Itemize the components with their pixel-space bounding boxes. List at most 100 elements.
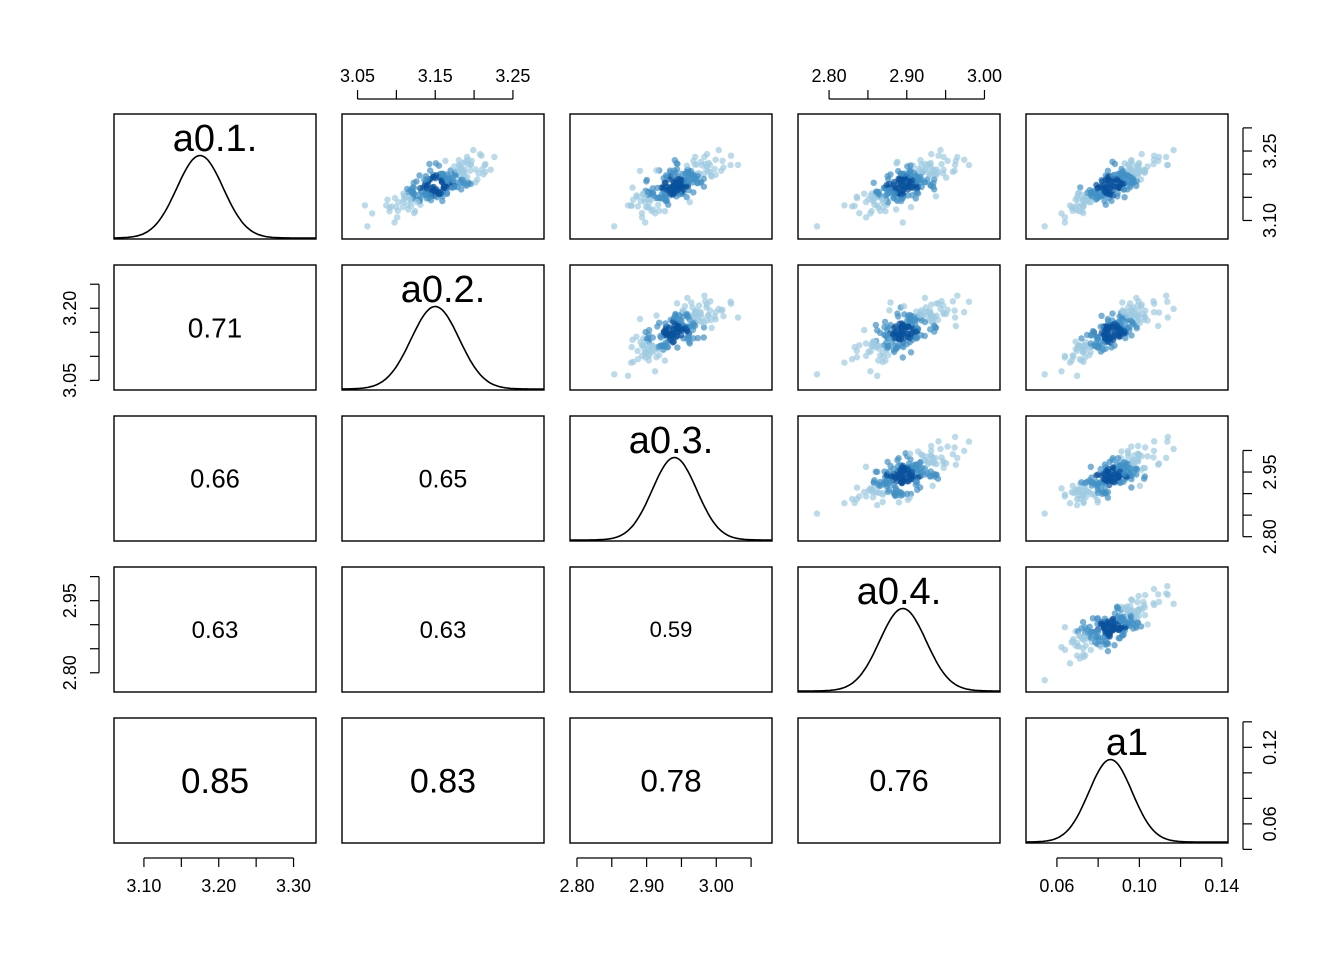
scatter-point xyxy=(675,186,682,193)
scatter-point xyxy=(1134,316,1142,324)
scatter-point xyxy=(1115,184,1122,191)
scatter-point xyxy=(657,334,665,341)
scatter-point xyxy=(912,334,919,341)
scatter-point xyxy=(688,171,695,178)
scatter-point xyxy=(1111,642,1118,649)
scatter-point xyxy=(940,302,947,309)
scatter-point xyxy=(669,325,676,332)
scatter-point xyxy=(1127,312,1134,319)
scatter-point xyxy=(1151,601,1158,609)
scatter-point xyxy=(1127,177,1134,184)
scatter-point xyxy=(1150,309,1158,316)
scatter-point xyxy=(690,189,697,196)
panel-2-4 xyxy=(1025,415,1229,542)
scatter-point xyxy=(459,177,467,184)
scatter-point xyxy=(908,177,915,184)
scatter-point xyxy=(1155,322,1162,330)
scatter-point xyxy=(1061,354,1069,361)
scatter-point xyxy=(451,183,458,191)
scatter-point xyxy=(720,313,727,320)
scatter-point xyxy=(884,173,891,180)
scatter-point xyxy=(1170,305,1177,312)
scatter-point xyxy=(707,172,715,179)
scatter-point xyxy=(1098,312,1105,319)
panel-4-2: 0.78 xyxy=(569,717,773,844)
scatter-point xyxy=(693,309,700,316)
scatter-point xyxy=(952,461,959,468)
scatter-point xyxy=(1155,598,1163,606)
scatter-point xyxy=(1121,328,1128,335)
tick-label: 3.00 xyxy=(699,876,734,896)
scatter-point xyxy=(895,175,902,182)
scatter-point xyxy=(940,153,947,161)
scatter-point xyxy=(643,335,650,343)
scatter-point xyxy=(914,448,922,455)
scatter-point xyxy=(853,354,861,361)
panel-0-4 xyxy=(1025,113,1229,240)
scatter-point xyxy=(893,196,900,203)
scatter-point xyxy=(1093,615,1101,623)
scatter-point xyxy=(476,150,484,158)
scatter-point xyxy=(937,146,944,154)
scatter-point xyxy=(655,207,663,214)
scatter-point xyxy=(904,323,912,330)
scatter-point xyxy=(712,171,719,179)
scatter-point xyxy=(674,178,682,186)
scatter-point xyxy=(1114,190,1121,197)
scatter-point xyxy=(912,478,920,485)
scatter-point xyxy=(642,219,649,226)
scatter-point xyxy=(645,357,652,364)
scatter-point xyxy=(1134,619,1142,626)
scatter-point xyxy=(1164,161,1171,169)
panel-grid: a0.1. 0.71 a0.2. 0.66 0.65 a0.3. 0.63 0.63 0.59 a… xyxy=(113,113,1229,844)
scatter-point xyxy=(662,179,669,187)
scatter-point xyxy=(1101,461,1109,468)
panel-frame xyxy=(797,415,1001,542)
scatter-point xyxy=(1094,486,1102,493)
scatter-point xyxy=(1163,590,1170,597)
correlation-label: 0.63 xyxy=(420,617,467,644)
scatter-point xyxy=(1087,490,1094,498)
scatter-point xyxy=(904,183,912,190)
scatter-point xyxy=(1069,207,1076,214)
scatter-point xyxy=(1141,611,1149,619)
scatter-point xyxy=(413,198,421,206)
scatter-point xyxy=(1138,301,1145,308)
scatter-point xyxy=(916,312,923,319)
scatter-point xyxy=(1082,642,1089,649)
scatter-point xyxy=(1087,634,1095,641)
scatter-point xyxy=(874,501,881,509)
scatter-point xyxy=(1150,585,1158,593)
panel-2-1: 0.65 xyxy=(341,415,545,542)
scatter-point xyxy=(1093,334,1101,341)
scatter-point xyxy=(1133,466,1141,473)
axis-bottom-2: 2.80 2.90 3.00 xyxy=(559,857,752,896)
scatter-point xyxy=(928,150,935,158)
scatter-point xyxy=(1134,599,1141,606)
scatter-point xyxy=(901,311,908,318)
scatter-point xyxy=(474,176,481,183)
scatter-point xyxy=(1061,219,1069,226)
scatter-point xyxy=(1097,643,1105,651)
scatter-point xyxy=(1129,161,1137,168)
tick-label: 3.25 xyxy=(1260,134,1280,169)
scatter-point xyxy=(926,161,933,168)
scatter-point xyxy=(951,167,958,174)
axis-top-1: 3.05 3.15 3.25 xyxy=(340,66,530,100)
scatter-point xyxy=(867,192,874,199)
scatter-point xyxy=(862,340,870,347)
panel-3-1: 0.63 xyxy=(341,566,545,693)
scatter-points xyxy=(611,292,742,379)
scatter-point xyxy=(673,300,681,307)
panel-frame xyxy=(569,566,773,693)
scatter-point xyxy=(636,315,644,323)
scatter-point xyxy=(928,442,935,450)
scatter-points xyxy=(1041,583,1177,684)
scatter-point xyxy=(944,157,951,164)
scatter-point xyxy=(1106,334,1113,342)
panel-frame xyxy=(569,113,773,240)
scatter-point xyxy=(1068,357,1075,364)
scatter-point xyxy=(671,167,678,174)
panel-frame xyxy=(1025,717,1229,844)
scatter-point xyxy=(1127,317,1134,324)
